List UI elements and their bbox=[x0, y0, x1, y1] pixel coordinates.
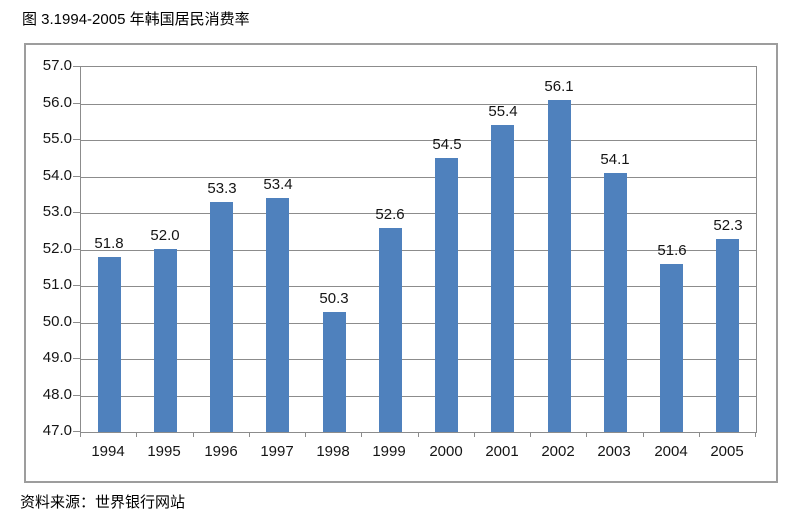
y-axis-label: 49.0 bbox=[42, 349, 72, 366]
x-axis-tick bbox=[80, 432, 81, 437]
x-axis-tick bbox=[643, 432, 644, 437]
plot-area: 51.8 52.0 53.3 53.4 50.3 52.6 54.5 55.4 56.1 54.1… bbox=[80, 66, 757, 433]
bar-2001 bbox=[491, 125, 514, 432]
bar-value-label: 50.3 bbox=[319, 290, 349, 307]
x-axis-tick bbox=[699, 432, 700, 437]
y-axis-label: 50.0 bbox=[42, 313, 72, 330]
bar-1997 bbox=[266, 198, 289, 432]
y-axis-tick bbox=[73, 103, 80, 104]
gridline bbox=[81, 323, 756, 324]
y-axis-tick bbox=[73, 285, 80, 286]
x-axis-label-1997: 1997 bbox=[260, 443, 294, 460]
x-axis-tick bbox=[305, 432, 306, 437]
x-axis-tick bbox=[136, 432, 137, 437]
bar-value-label: 51.6 bbox=[657, 242, 687, 259]
x-axis-label-1995: 1995 bbox=[147, 443, 181, 460]
bar-1995 bbox=[154, 249, 177, 432]
bar-1999 bbox=[379, 228, 402, 432]
bar-value-label: 52.3 bbox=[713, 217, 743, 234]
y-axis-label: 53.0 bbox=[42, 203, 72, 220]
y-axis-tick bbox=[73, 139, 80, 140]
y-axis-label: 57.0 bbox=[42, 57, 72, 74]
bar-value-label: 53.3 bbox=[207, 180, 237, 197]
x-axis-label-1996: 1996 bbox=[204, 443, 238, 460]
bar-1998 bbox=[323, 312, 346, 432]
y-axis-label: 48.0 bbox=[42, 386, 72, 403]
y-axis-tick bbox=[73, 212, 80, 213]
bar-2000 bbox=[435, 158, 458, 432]
gridline bbox=[81, 140, 756, 141]
y-axis-tick bbox=[73, 431, 80, 432]
gridline bbox=[81, 250, 756, 251]
bar-value-label: 54.1 bbox=[600, 151, 630, 168]
y-axis-tick bbox=[73, 358, 80, 359]
x-axis-label-2005: 2005 bbox=[710, 443, 744, 460]
x-axis-tick bbox=[193, 432, 194, 437]
y-axis-label: 51.0 bbox=[42, 276, 72, 293]
bar-value-label: 55.4 bbox=[488, 103, 518, 120]
gridline bbox=[81, 359, 756, 360]
y-axis-label: 47.0 bbox=[42, 422, 72, 439]
bar-1996 bbox=[210, 202, 233, 432]
bar-value-label: 51.8 bbox=[94, 235, 124, 252]
gridline bbox=[81, 213, 756, 214]
x-axis-label-2002: 2002 bbox=[541, 443, 575, 460]
bar-value-label: 52.6 bbox=[375, 206, 405, 223]
x-axis-label-2003: 2003 bbox=[597, 443, 631, 460]
bar-2002 bbox=[548, 100, 571, 432]
gridline bbox=[81, 396, 756, 397]
chart-title: 图 3.1994-2005 年韩国居民消费率 bbox=[22, 11, 250, 28]
x-axis-label-1994: 1994 bbox=[91, 443, 125, 460]
x-axis-label-2000: 2000 bbox=[429, 443, 463, 460]
x-axis-tick bbox=[755, 432, 756, 437]
y-axis-tick bbox=[73, 66, 80, 67]
bar-2003 bbox=[604, 173, 627, 432]
y-axis-label: 54.0 bbox=[42, 167, 72, 184]
y-axis-label: 56.0 bbox=[42, 94, 72, 111]
bar-value-label: 54.5 bbox=[432, 136, 462, 153]
y-axis-tick bbox=[73, 176, 80, 177]
x-axis-label-1999: 1999 bbox=[372, 443, 406, 460]
y-axis-tick bbox=[73, 395, 80, 396]
x-axis-tick bbox=[249, 432, 250, 437]
y-axis-label: 52.0 bbox=[42, 240, 72, 257]
bar-1994 bbox=[98, 257, 121, 432]
y-axis-tick bbox=[73, 322, 80, 323]
bar-value-label: 56.1 bbox=[544, 78, 574, 95]
gridline bbox=[81, 177, 756, 178]
bar-2004 bbox=[660, 264, 683, 432]
x-axis-label-1998: 1998 bbox=[316, 443, 350, 460]
gridline bbox=[81, 104, 756, 105]
y-axis-label: 55.0 bbox=[42, 130, 72, 147]
x-axis-tick bbox=[586, 432, 587, 437]
x-axis-label-2004: 2004 bbox=[654, 443, 688, 460]
x-axis-label-2001: 2001 bbox=[485, 443, 519, 460]
gridline bbox=[81, 286, 756, 287]
x-axis-tick bbox=[418, 432, 419, 437]
bar-value-label: 52.0 bbox=[150, 227, 180, 244]
y-axis-tick bbox=[73, 249, 80, 250]
bar-value-label: 53.4 bbox=[263, 176, 293, 193]
x-axis-tick bbox=[361, 432, 362, 437]
x-axis-tick bbox=[474, 432, 475, 437]
source-note: 资料来源：世界银行网站 bbox=[20, 494, 186, 511]
bar-2005 bbox=[716, 239, 739, 432]
x-axis-tick bbox=[530, 432, 531, 437]
